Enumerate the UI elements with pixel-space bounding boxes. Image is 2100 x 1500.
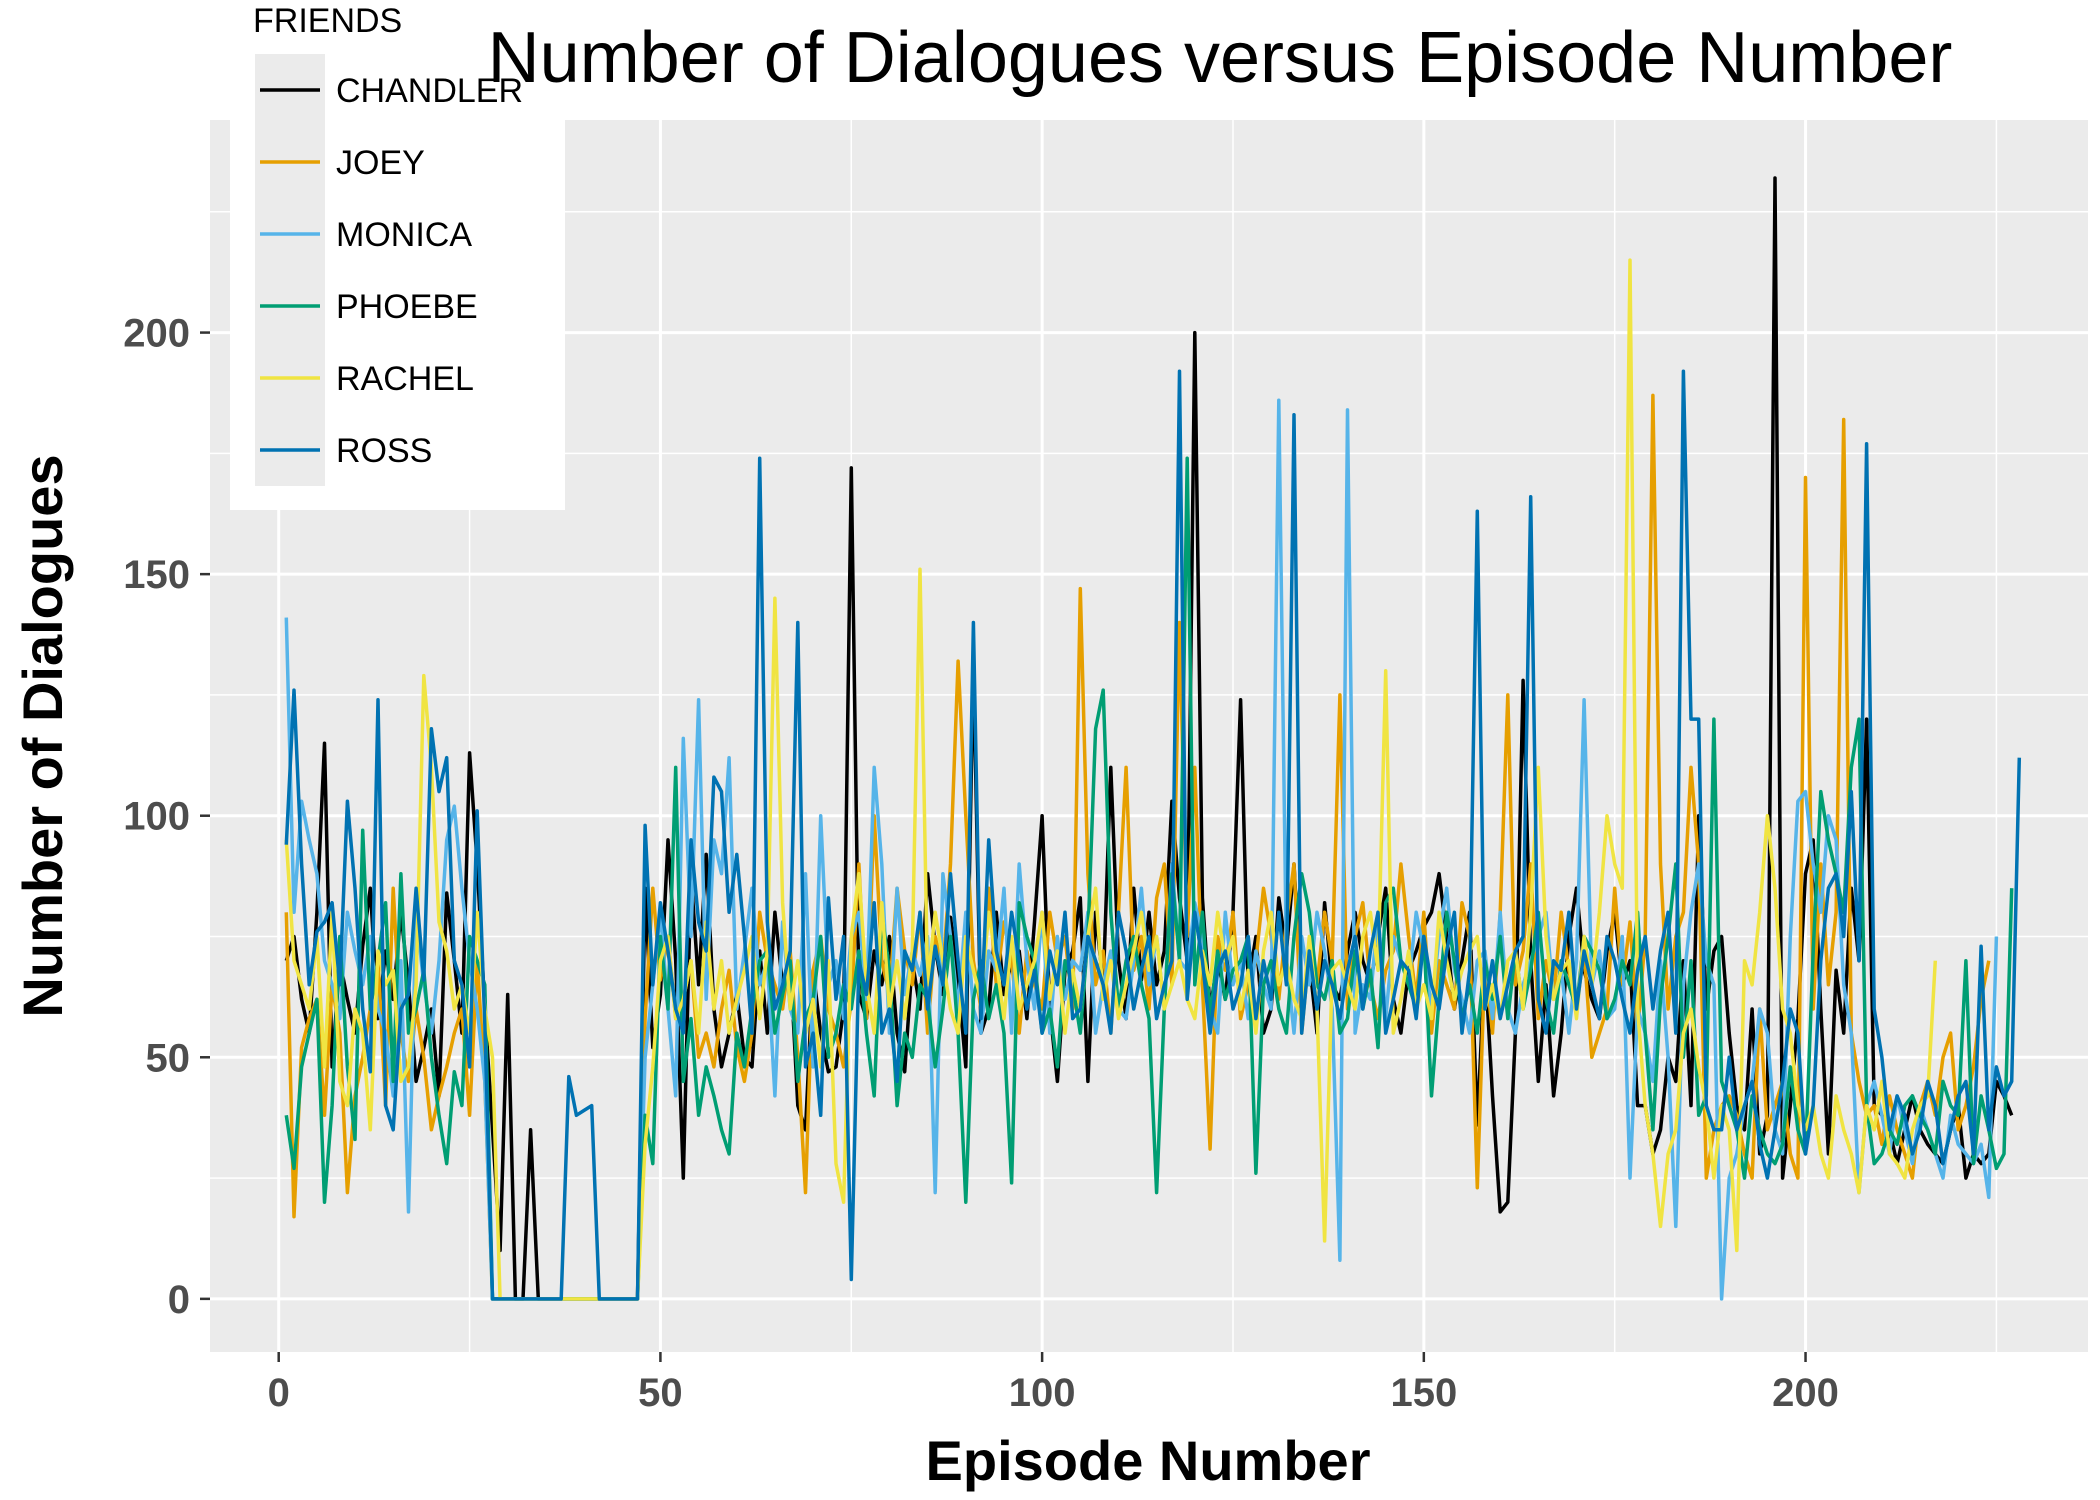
legend-label-monica: MONICA	[336, 216, 472, 254]
y-tick-label: 50	[146, 1036, 191, 1080]
x-tick-label: 150	[1390, 1371, 1457, 1415]
y-axis-ticks: 0 50 100 150 200	[123, 312, 210, 1322]
legend-label-joey: JOEY	[336, 144, 425, 182]
x-tick-label: 200	[1772, 1371, 1839, 1415]
legend-label-phoebe: PHOEBE	[336, 288, 478, 326]
y-tick-label: 200	[123, 312, 190, 356]
y-axis-title: Number of Dialogues	[11, 454, 74, 1017]
legend: CHANDLER JOEY MONICA PHOEBE RACHEL ROSS	[255, 54, 523, 486]
x-tick-label: 100	[1009, 1371, 1076, 1415]
legend-title: FRIENDS	[253, 2, 402, 40]
legend-label-ross: ROSS	[336, 432, 432, 470]
x-axis-ticks: 0 50 100 150 200	[268, 1352, 1839, 1415]
series-line-ross	[284, 369, 2022, 1301]
series-lines	[284, 176, 2022, 1301]
legend-label-rachel: RACHEL	[336, 360, 474, 398]
y-tick-label: 100	[123, 795, 190, 839]
x-tick-label: 0	[268, 1371, 290, 1415]
x-tick-label: 50	[638, 1371, 683, 1415]
y-tick-label: 150	[123, 553, 190, 597]
chart-title: Number of Dialogues versus Episode Numbe…	[488, 18, 1953, 98]
legend-label-chandler: CHANDLER	[336, 72, 523, 110]
x-axis-title: Episode Number	[926, 1429, 1371, 1492]
y-tick-label: 0	[168, 1278, 190, 1322]
